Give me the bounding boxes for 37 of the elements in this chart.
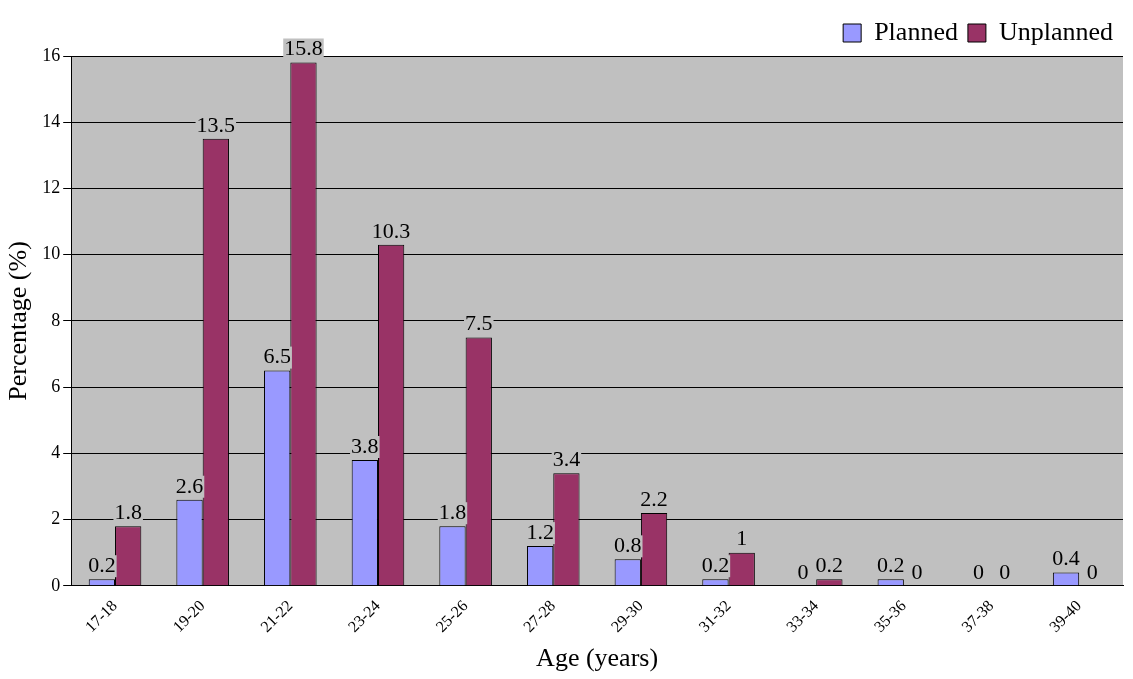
data-label: 0 (911, 558, 923, 584)
data-label: 0.2 (701, 551, 730, 577)
data-label: 3.8 (351, 432, 379, 458)
y-tick-label: 16 (42, 44, 61, 65)
y-tick-label: 4 (51, 442, 61, 463)
legend-label: Unplanned (998, 16, 1114, 46)
y-tick-label: 2 (51, 508, 61, 529)
data-label: 0 (1086, 558, 1098, 584)
y-tick-label: 14 (42, 110, 61, 131)
data-label: 0 (797, 558, 809, 584)
data-label: 1 (736, 525, 748, 551)
data-label: 2.2 (640, 485, 668, 511)
y-tick-label: 12 (42, 177, 61, 198)
y-axis-title: Percentage (%) (3, 241, 33, 401)
y-tick-label: 8 (51, 309, 61, 330)
data-label: 0.4 (1052, 545, 1080, 571)
data-label: 15.8 (284, 35, 323, 61)
data-label: 0.2 (815, 551, 844, 577)
data-label: 7.5 (465, 310, 493, 336)
data-label: 1.2 (526, 518, 554, 544)
data-label: 13.5 (196, 111, 236, 137)
legend-label: Planned (874, 16, 958, 46)
y-tick-label: 0 (51, 574, 61, 595)
x-axis-title: Age (years) (536, 643, 659, 673)
data-label: 0.8 (614, 532, 642, 558)
data-label: 2.6 (175, 472, 204, 498)
data-label: 1.8 (114, 499, 142, 524)
data-label: 0.2 (88, 551, 116, 577)
y-tick-label: 6 (51, 375, 61, 396)
data-label: 1.8 (438, 499, 467, 524)
y-tick-label: 10 (42, 243, 61, 264)
data-label: 6.5 (263, 343, 291, 369)
data-label: 10.3 (371, 217, 411, 243)
data-label: 0 (972, 558, 984, 584)
data-label: 0 (999, 558, 1011, 584)
data-label: 3.4 (552, 446, 581, 472)
data-label: 0.2 (876, 551, 905, 577)
